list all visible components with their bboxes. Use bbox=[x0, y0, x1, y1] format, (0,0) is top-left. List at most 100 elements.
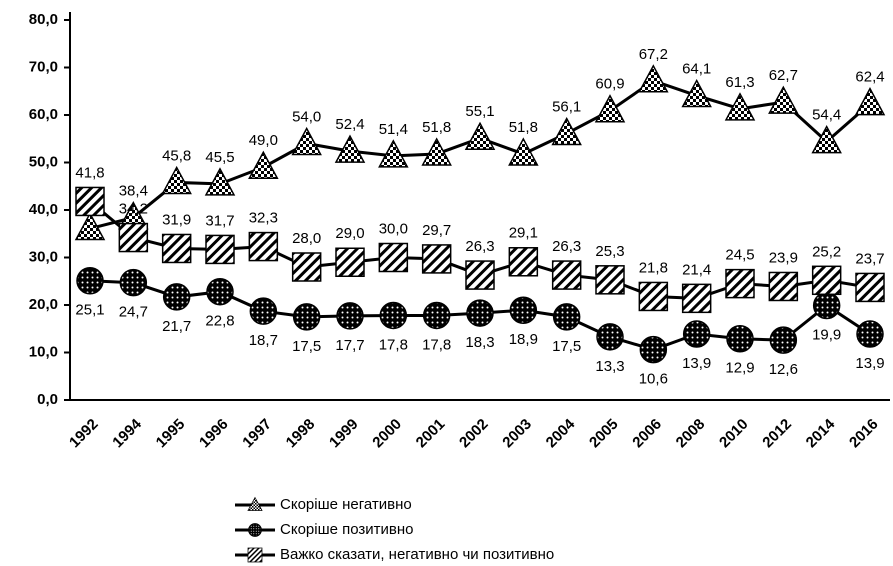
point bbox=[854, 87, 886, 116]
point bbox=[811, 265, 842, 296]
data-label: 17,5 bbox=[292, 338, 321, 355]
data-label: 52,4 bbox=[335, 116, 364, 133]
x-tick-label: 1998 bbox=[283, 416, 319, 452]
point bbox=[682, 320, 711, 348]
x-tick-label: 2014 bbox=[803, 415, 839, 451]
point bbox=[206, 277, 234, 306]
data-label: 29,7 bbox=[422, 222, 451, 239]
data-label: 49,0 bbox=[249, 132, 278, 149]
data-label: 41,8 bbox=[75, 164, 104, 181]
x-tick-label: 2010 bbox=[716, 416, 752, 452]
data-label: 45,8 bbox=[162, 147, 191, 164]
point bbox=[638, 281, 669, 312]
point bbox=[724, 92, 756, 121]
data-label: 23,7 bbox=[855, 250, 884, 267]
x-tick-label: 1999 bbox=[326, 416, 362, 452]
point bbox=[162, 283, 191, 311]
data-label: 30,0 bbox=[379, 220, 408, 237]
x-tick-label: 1996 bbox=[196, 416, 232, 452]
data-label: 12,9 bbox=[725, 360, 754, 377]
legend-label: Скоріше позитивно bbox=[280, 521, 414, 538]
data-label: 29,1 bbox=[509, 225, 538, 242]
point bbox=[249, 297, 278, 325]
point bbox=[378, 139, 409, 168]
data-label: 13,3 bbox=[595, 358, 624, 375]
data-label: 51,8 bbox=[509, 119, 538, 136]
point bbox=[551, 116, 582, 146]
point bbox=[75, 186, 105, 217]
y-tick-label: 60,0 bbox=[29, 106, 58, 123]
data-label: 31,7 bbox=[205, 212, 234, 229]
data-label: 12,6 bbox=[769, 361, 798, 378]
data-label: 60,9 bbox=[595, 76, 624, 93]
x-tick-label: 2000 bbox=[369, 416, 405, 452]
point bbox=[464, 121, 496, 151]
data-label: 51,4 bbox=[379, 121, 408, 138]
point bbox=[292, 303, 321, 331]
point bbox=[119, 268, 148, 297]
x-tick-label: 2004 bbox=[543, 415, 579, 451]
data-label: 17,8 bbox=[379, 336, 408, 353]
point bbox=[768, 85, 799, 114]
y-tick-label: 50,0 bbox=[29, 153, 58, 170]
data-label: 17,7 bbox=[335, 337, 364, 354]
x-tick-label: 2006 bbox=[629, 416, 665, 452]
legend-label: Важко сказати, негативно чи позитивно bbox=[280, 546, 554, 563]
data-label: 67,2 bbox=[639, 46, 668, 63]
y-tick-label: 70,0 bbox=[29, 58, 58, 75]
data-label: 34,2 bbox=[119, 201, 148, 218]
legend-marker bbox=[248, 523, 262, 537]
x-tick-label: 2008 bbox=[673, 416, 709, 452]
legend-marker bbox=[247, 496, 263, 511]
x-tick-label: 1995 bbox=[153, 416, 189, 452]
data-label: 25,3 bbox=[595, 243, 624, 260]
y-tick-label: 40,0 bbox=[29, 201, 58, 218]
point bbox=[466, 299, 494, 327]
data-label: 61,3 bbox=[725, 74, 754, 91]
x-tick-label: 2001 bbox=[413, 416, 449, 452]
data-label: 24,7 bbox=[119, 304, 148, 321]
data-label: 54,4 bbox=[812, 107, 841, 124]
data-label: 21,7 bbox=[162, 318, 191, 335]
point bbox=[291, 252, 322, 282]
x-tick-label: 1992 bbox=[66, 416, 102, 452]
data-label: 28,0 bbox=[292, 230, 321, 247]
x-tick-label: 2012 bbox=[759, 416, 795, 452]
point bbox=[379, 301, 408, 330]
data-label: 24,5 bbox=[725, 247, 754, 264]
point bbox=[508, 247, 539, 277]
point bbox=[552, 303, 581, 331]
point bbox=[205, 234, 235, 265]
x-tick-label: 2003 bbox=[499, 416, 535, 452]
data-label: 13,9 bbox=[855, 355, 884, 372]
data-label: 26,3 bbox=[552, 238, 581, 255]
point bbox=[335, 247, 365, 277]
x-tick-label: 2002 bbox=[456, 416, 492, 452]
x-tick-label: 1994 bbox=[109, 415, 145, 451]
point bbox=[161, 233, 192, 264]
data-label: 62,4 bbox=[855, 69, 884, 86]
data-label: 25,2 bbox=[812, 243, 841, 260]
legend-label: Скоріше негативно bbox=[280, 496, 412, 513]
point bbox=[681, 283, 712, 314]
data-label: 55,1 bbox=[465, 103, 494, 120]
data-label: 31,9 bbox=[162, 211, 191, 228]
y-tick-label: 10,0 bbox=[29, 343, 58, 360]
data-label: 29,0 bbox=[335, 225, 364, 242]
data-label: 18,7 bbox=[249, 332, 278, 349]
point bbox=[161, 165, 192, 195]
point bbox=[465, 260, 495, 290]
point bbox=[204, 167, 236, 196]
data-label: 54,0 bbox=[292, 108, 321, 125]
data-label: 32,3 bbox=[249, 210, 278, 227]
y-tick-label: 80,0 bbox=[29, 11, 58, 28]
point bbox=[291, 126, 322, 156]
data-label: 64,1 bbox=[682, 60, 711, 77]
point bbox=[248, 231, 279, 262]
point bbox=[812, 291, 841, 320]
point bbox=[74, 211, 106, 241]
point bbox=[422, 301, 451, 330]
data-label: 10,6 bbox=[639, 371, 668, 388]
point bbox=[336, 302, 364, 330]
point bbox=[551, 260, 582, 290]
